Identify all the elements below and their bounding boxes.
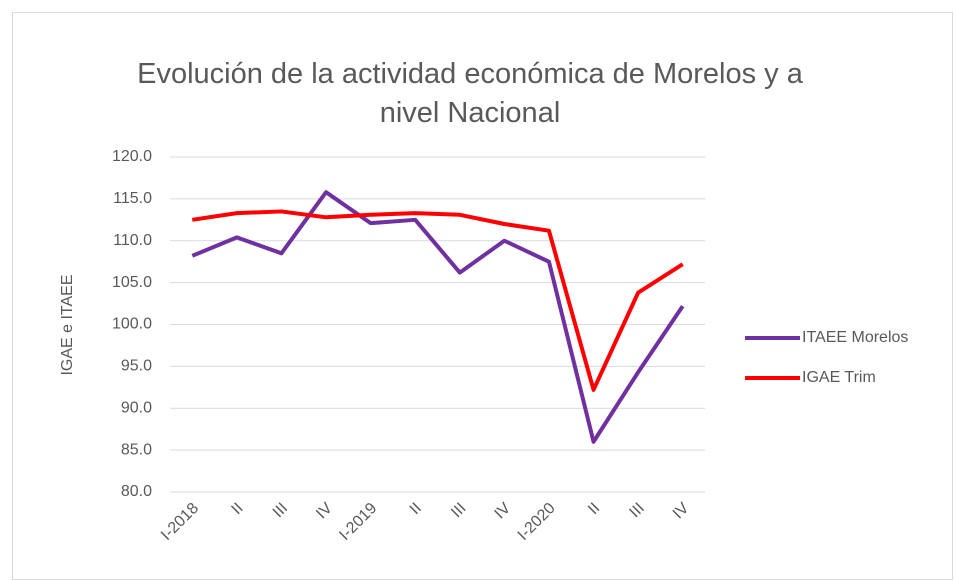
y-tick-label: 110.0 (113, 232, 152, 249)
y-tick-label: 85.0 (121, 441, 152, 458)
y-tick-label: 115.0 (113, 190, 152, 207)
y-tick-label: 100.0 (112, 316, 152, 333)
legend-label: ITAEE Morelos (802, 329, 908, 346)
y-tick-label: 105.0 (112, 274, 152, 291)
series-line (191, 190, 685, 444)
chart-border (12, 12, 953, 580)
y-tick-label: 90.0 (121, 399, 152, 416)
y-tick-label: 120.0 (112, 148, 152, 165)
legend-label: IGAE Trim (802, 369, 876, 386)
series-line (191, 209, 684, 392)
y-tick-label: 80.0 (121, 483, 152, 500)
y-axis-label: IGAE e ITAEE (59, 274, 76, 375)
chart-title: Evolución de la actividad económica de M… (137, 58, 804, 129)
y-tick-label: 95.0 (121, 358, 152, 375)
